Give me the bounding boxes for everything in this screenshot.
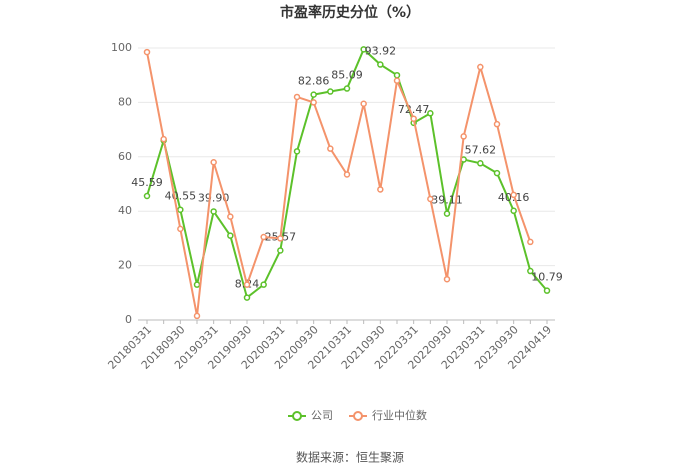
point — [277, 235, 284, 242]
y-tick-label: 20 — [118, 259, 132, 272]
point — [143, 192, 151, 200]
point — [227, 232, 234, 239]
point — [160, 135, 167, 143]
data-label: 39.90 — [198, 191, 230, 204]
point — [527, 267, 534, 275]
point — [410, 115, 417, 122]
point — [427, 195, 434, 203]
data-label: 39.11 — [431, 194, 463, 207]
point — [343, 171, 351, 178]
point — [443, 210, 451, 217]
data-label: 85.09 — [331, 69, 363, 82]
data-label: 93.92 — [365, 45, 397, 58]
point — [393, 71, 401, 79]
y-tick-label: 0 — [125, 313, 132, 326]
point — [443, 275, 451, 283]
legend-marker — [292, 411, 302, 421]
point — [193, 312, 201, 320]
data-label: 45.59 — [131, 176, 163, 189]
y-tick-label: 40 — [118, 204, 132, 217]
point — [527, 238, 534, 246]
point — [243, 281, 251, 288]
point — [260, 281, 267, 288]
point — [377, 61, 384, 68]
data-label: 72.47 — [398, 103, 430, 116]
legend-label: 行业中位数 — [372, 408, 427, 422]
y-tick-label: 80 — [118, 95, 132, 108]
point — [193, 281, 201, 288]
point — [227, 213, 234, 220]
series-line — [146, 51, 532, 317]
point — [310, 99, 317, 106]
point — [493, 120, 501, 128]
point — [510, 191, 517, 199]
point — [327, 145, 334, 152]
point — [143, 48, 151, 56]
point — [460, 133, 467, 140]
legend-marker — [353, 411, 363, 421]
point — [327, 88, 334, 95]
data-label: 40.55 — [165, 190, 197, 203]
point — [360, 100, 367, 108]
point — [477, 160, 484, 167]
point — [177, 206, 184, 213]
point — [477, 63, 484, 71]
point — [427, 110, 434, 117]
y-tick-label: 100 — [111, 41, 132, 54]
legend-label: 公司 — [311, 409, 333, 422]
point — [293, 148, 301, 155]
point — [243, 294, 251, 301]
point — [360, 46, 367, 53]
y-tick-label: 60 — [118, 150, 132, 163]
point — [493, 169, 501, 177]
point — [277, 247, 284, 254]
point — [260, 233, 267, 241]
point — [177, 225, 184, 233]
point — [510, 207, 517, 215]
chart-title: 市盈率历史分位（%） — [280, 4, 420, 21]
point — [210, 158, 217, 166]
point — [343, 85, 351, 92]
point — [543, 287, 551, 294]
data-label: 10.79 — [531, 271, 563, 284]
data-label: 82.86 — [298, 75, 330, 88]
point — [377, 186, 384, 193]
point — [210, 208, 217, 215]
data-label: 57.62 — [465, 143, 497, 156]
point — [393, 77, 401, 84]
point — [293, 93, 301, 101]
point — [310, 91, 317, 98]
source-note: 数据来源：恒生聚源 — [296, 450, 404, 465]
